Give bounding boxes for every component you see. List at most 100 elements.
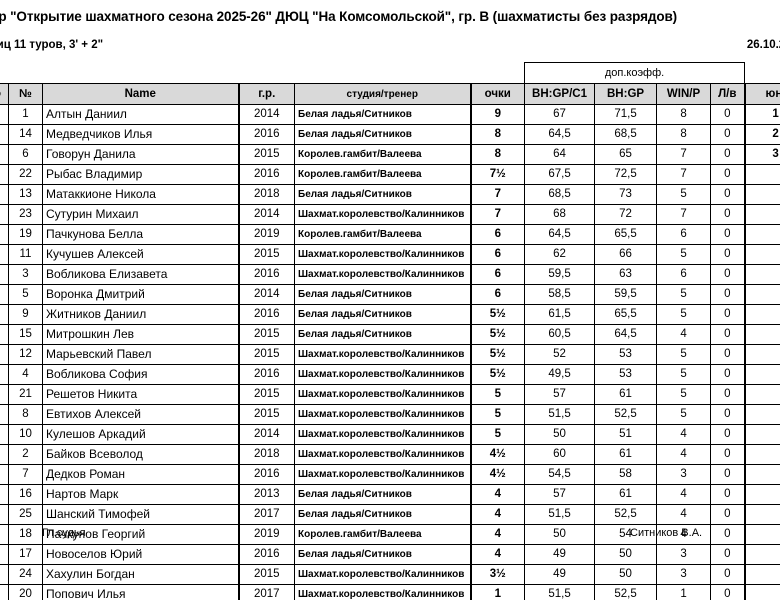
cell-name[interactable]: Марьевский Павел bbox=[42, 344, 239, 365]
cell-bh-gp[interactable]: 51 bbox=[594, 424, 658, 445]
col-header-bh-gp-c1[interactable]: BH:GP/C1 bbox=[524, 83, 596, 105]
cell-club[interactable]: Шахмат.королевство/Калинников bbox=[294, 384, 471, 405]
cell-club[interactable]: Шахмат.королевство/Калинников bbox=[294, 464, 471, 485]
cell-bh-gp-c1[interactable]: 64 bbox=[524, 144, 596, 165]
cell-points[interactable]: 5 bbox=[469, 384, 526, 405]
cell-place[interactable] bbox=[0, 244, 9, 265]
cell-name[interactable]: Медведчиков Илья bbox=[42, 124, 239, 145]
cell-number[interactable]: 20 bbox=[8, 584, 43, 600]
cell-place[interactable] bbox=[0, 404, 9, 425]
cell-place[interactable] bbox=[0, 544, 9, 565]
table-row[interactable]: 9 Житников Даниил 2016 Белая ладья/Ситников… bbox=[0, 304, 780, 325]
cell-club[interactable]: Белая ладья/Ситников bbox=[294, 484, 471, 505]
cell-place[interactable] bbox=[0, 144, 9, 165]
cell-name[interactable]: Кулешов Аркадий bbox=[42, 424, 239, 445]
cell-bh-gp-c1[interactable]: 49 bbox=[524, 564, 596, 585]
cell-points[interactable]: 4 bbox=[469, 484, 526, 505]
cell-lv[interactable]: 0 bbox=[710, 444, 746, 465]
cell-junior[interactable] bbox=[743, 264, 780, 285]
cell-bh-gp[interactable]: 72 bbox=[594, 204, 658, 225]
cell-win-p[interactable]: 4 bbox=[656, 324, 712, 345]
cell-points[interactable]: 8 bbox=[469, 144, 526, 165]
cell-number[interactable]: 3 bbox=[8, 264, 43, 285]
cell-name[interactable]: Хахулин Богдан bbox=[42, 564, 239, 585]
cell-place[interactable] bbox=[0, 564, 9, 585]
cell-bh-gp-c1[interactable]: 64,5 bbox=[524, 224, 596, 245]
cell-points[interactable]: 6 bbox=[469, 244, 526, 265]
cell-junior[interactable] bbox=[743, 544, 780, 565]
cell-lv[interactable]: 0 bbox=[710, 364, 746, 385]
cell-name[interactable]: Вобликова София bbox=[42, 364, 239, 385]
cell-name[interactable]: Сутурин Михаил bbox=[42, 204, 239, 225]
cell-place[interactable] bbox=[0, 184, 9, 205]
cell-junior[interactable] bbox=[743, 344, 780, 365]
cell-club[interactable]: Белая ладья/Ситников bbox=[294, 184, 471, 205]
cell-place[interactable] bbox=[0, 124, 9, 145]
cell-junior[interactable] bbox=[743, 184, 780, 205]
cell-bh-gp[interactable]: 61 bbox=[594, 384, 658, 405]
table-row[interactable]: 7 Дедков Роман 2016 Шахмат.королевство/Кали… bbox=[0, 464, 780, 485]
cell-bh-gp[interactable]: 52,5 bbox=[594, 504, 658, 525]
cell-bh-gp[interactable]: 53 bbox=[594, 364, 658, 385]
cell-win-p[interactable]: 5 bbox=[656, 404, 712, 425]
cell-points[interactable]: 4½ bbox=[469, 464, 526, 485]
cell-bh-gp-c1[interactable]: 51,5 bbox=[524, 404, 596, 425]
cell-lv[interactable]: 0 bbox=[710, 204, 746, 225]
cell-year[interactable]: 2014 bbox=[237, 104, 295, 125]
cell-name[interactable]: Рыбас Владимир bbox=[42, 164, 239, 185]
cell-club[interactable]: Шахмат.королевство/Калинников bbox=[294, 444, 471, 465]
table-row[interactable]: 25 Шанский Тимофей 2017 Белая ладья/Ситнико… bbox=[0, 504, 780, 525]
cell-club[interactable]: Шахмат.королевство/Калинников bbox=[294, 244, 471, 265]
cell-bh-gp[interactable]: 50 bbox=[594, 564, 658, 585]
cell-number[interactable]: 11 bbox=[8, 244, 43, 265]
cell-number[interactable]: 10 bbox=[8, 424, 43, 445]
col-header-name[interactable]: Name bbox=[42, 83, 239, 105]
cell-place[interactable] bbox=[0, 384, 9, 405]
cell-place[interactable] bbox=[0, 364, 9, 385]
cell-junior[interactable] bbox=[743, 304, 780, 325]
cell-bh-gp[interactable]: 65,5 bbox=[594, 224, 658, 245]
cell-points[interactable]: 7 bbox=[469, 204, 526, 225]
cell-bh-gp[interactable]: 53 bbox=[594, 344, 658, 365]
cell-year[interactable]: 2015 bbox=[237, 564, 295, 585]
cell-bh-gp-c1[interactable]: 51,5 bbox=[524, 584, 596, 600]
cell-name[interactable]: Попович Илья bbox=[42, 584, 239, 600]
cell-club[interactable]: Шахмат.королевство/Калинников bbox=[294, 204, 471, 225]
cell-number[interactable]: 14 bbox=[8, 124, 43, 145]
cell-junior[interactable] bbox=[743, 164, 780, 185]
table-row[interactable]: 5 Воронка Дмитрий 2014 Белая ладья/Ситников… bbox=[0, 284, 780, 305]
table-row[interactable]: 4 Вобликова София 2016 Шахмат.королевство/К… bbox=[0, 364, 780, 385]
cell-number[interactable]: 8 bbox=[8, 404, 43, 425]
cell-points[interactable]: 5½ bbox=[469, 344, 526, 365]
cell-points[interactable]: 9 bbox=[469, 104, 526, 125]
cell-points[interactable]: 5 bbox=[469, 404, 526, 425]
cell-win-p[interactable]: 7 bbox=[656, 164, 712, 185]
cell-place[interactable] bbox=[0, 344, 9, 365]
cell-junior[interactable] bbox=[743, 504, 780, 525]
cell-lv[interactable]: 0 bbox=[710, 304, 746, 325]
cell-win-p[interactable]: 5 bbox=[656, 364, 712, 385]
cell-lv[interactable]: 0 bbox=[710, 224, 746, 245]
cell-name[interactable]: Кучушев Алексей bbox=[42, 244, 239, 265]
cell-win-p[interactable]: 7 bbox=[656, 204, 712, 225]
cell-win-p[interactable]: 3 bbox=[656, 544, 712, 565]
col-header-points[interactable]: очки bbox=[469, 83, 526, 105]
cell-points[interactable]: 4½ bbox=[469, 444, 526, 465]
cell-name[interactable]: Вобликова Елизавета bbox=[42, 264, 239, 285]
cell-junior[interactable] bbox=[743, 384, 780, 405]
cell-points[interactable]: 7½ bbox=[469, 164, 526, 185]
cell-bh-gp[interactable]: 58 bbox=[594, 464, 658, 485]
cell-points[interactable]: 4 bbox=[469, 544, 526, 565]
cell-number[interactable]: 25 bbox=[8, 504, 43, 525]
cell-lv[interactable]: 0 bbox=[710, 244, 746, 265]
cell-club[interactable]: Шахмат.королевство/Калинников bbox=[294, 344, 471, 365]
cell-junior[interactable]: 3 bbox=[743, 144, 780, 165]
cell-bh-gp[interactable]: 71,5 bbox=[594, 104, 658, 125]
table-row[interactable]: 16 Нартов Марк 2013 Белая ладья/Ситников 4 57… bbox=[0, 484, 780, 505]
cell-number[interactable]: 19 bbox=[8, 224, 43, 245]
cell-number[interactable]: 23 bbox=[8, 204, 43, 225]
cell-bh-gp-c1[interactable]: 57 bbox=[524, 384, 596, 405]
cell-points[interactable]: 6 bbox=[469, 264, 526, 285]
cell-year[interactable]: 2014 bbox=[237, 284, 295, 305]
cell-points[interactable]: 4 bbox=[469, 504, 526, 525]
